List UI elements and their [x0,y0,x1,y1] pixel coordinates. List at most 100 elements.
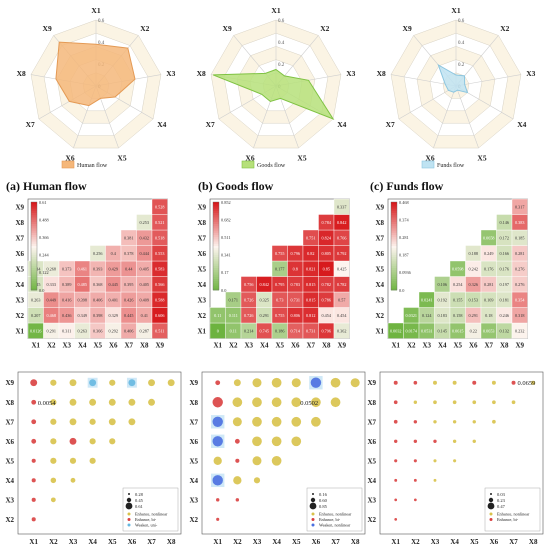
heatmap-row-label: X9 [197,203,206,211]
colorbar-step [213,246,219,249]
heatmap-cell-value: 0.158 [453,313,462,318]
heatmap-cell-value: 0.812 [306,313,315,318]
colorbar-step [213,226,219,229]
radar-axis-label: X9 [223,24,232,33]
bubble-point [50,399,57,406]
bubble-point [433,478,437,482]
heatmap-row-label: X9 [15,203,24,211]
colorbar-step [391,215,397,218]
bubble-y-label: X7 [5,418,14,426]
heatmap-cell-value: 0.166 [500,251,509,256]
heatmap-cell-value: 0.528 [155,204,164,209]
bubble-point [413,478,417,482]
bubble-point [394,518,398,521]
heatmap-cell-value: 0.318 [515,313,524,318]
bubble-point [69,437,77,445]
colorbar-step [31,221,37,225]
colorbar-step [31,268,37,271]
heatmap-cell-value: 0.197 [500,282,509,287]
bubble-legend-size-marker [312,493,314,495]
heatmap-cell-value: 0.406 [93,297,102,302]
heatmap-cell-value: 0.145 [438,328,447,333]
heatmap-row-label: X4 [15,281,24,289]
colorbar-step [213,283,219,286]
heatmap-row-label: X1 [197,327,206,335]
bubble-x-label: X8 [167,538,176,546]
colorbar-step [213,285,219,289]
radar-axis-label: X6 [425,153,434,162]
colorbar-step [31,228,37,231]
bubble-point [31,458,36,463]
heatmap-col-label: X6 [469,342,478,350]
bubble-y-label: X6 [367,438,376,446]
bubble-point [472,380,477,385]
colorbar-step [391,270,397,273]
heatmap-cell-value: 0.263 [31,297,40,302]
bubble-point [213,456,222,465]
radar-axis-label: X3 [166,69,175,78]
heatmap-col-label: X1 [213,342,222,350]
bubble-legend-size-label: 0.60 [319,498,328,503]
heatmap-cell-value: 0.57 [338,297,345,302]
bubble-y-label: X4 [5,477,14,485]
heatmap-cell-value: 0.766 [337,235,346,240]
bubble-y-label: X3 [189,496,198,504]
colorbar-step [391,204,397,207]
colorbar-step [31,246,37,249]
bubble-legend-color-label: Enhance, bi- [135,517,157,523]
heatmap-row-label: X7 [15,234,24,242]
bubble-point [70,477,76,483]
bubble-point [252,416,262,427]
colorbar-step [213,274,219,278]
heatmap-cell-value: 0.153 [469,297,478,302]
radar-axis-label: X4 [517,120,526,129]
bubble-point [330,377,341,388]
bubble-x-label: X7 [331,538,340,546]
radar-legend-label: Goods flow [257,162,286,169]
heatmap-cell-value: 0.783 [291,282,300,287]
colorbar-step [213,208,219,212]
bubble-point [50,438,57,445]
heatmap-cell-value: 0.366 [93,328,102,333]
colorbar-tick-label: 0.488 [39,217,49,222]
heatmap-cell-value: 0.73 [276,297,283,302]
radar-tick-label: 0.2 [458,63,465,68]
bubble-point [31,478,36,483]
bubble-point [69,379,77,387]
colorbar-step [391,210,397,214]
bubble-point [452,420,457,424]
heatmap-row-label: X2 [197,312,206,320]
bubble-x-label: X3 [253,538,262,546]
heatmap-cell-value: 0.329 [109,313,118,318]
bubble-x-label: X1 [213,538,222,546]
bubble-legend-color-marker [311,518,315,521]
heatmap-cell-value: 0.393 [93,266,102,271]
bubble-point [291,397,302,408]
bubble-legend-box [484,487,541,532]
heatmap-cell-value: 0.132 [500,328,509,333]
colorbar-step [213,257,219,260]
colorbar-step [213,241,219,245]
colorbar-step [31,208,37,212]
bubble-legend-color-marker [127,518,131,521]
colorbar-step [31,215,37,218]
heatmap-col-label: X9 [337,342,346,350]
bubble-point [291,378,301,388]
bubble-point [69,457,77,464]
colorbar-frame [30,201,38,291]
colorbar-step [213,259,219,262]
bubble-point [108,418,116,426]
bubble-point [30,379,38,387]
bubble-point [89,457,96,464]
heatmap-cell-value: 0.553 [155,251,164,256]
colorbar-step [391,285,397,289]
colorbar-step [31,270,37,273]
heatmap-cell-value: 0.362 [337,328,346,333]
colorbar-step [31,232,37,236]
bubble-legend-size-marker [128,493,130,495]
radar-axis-label: X8 [377,69,386,78]
colorbar-tick-label: 0.0 [39,288,44,293]
heatmap-cell-value: 0.745 [260,328,269,333]
